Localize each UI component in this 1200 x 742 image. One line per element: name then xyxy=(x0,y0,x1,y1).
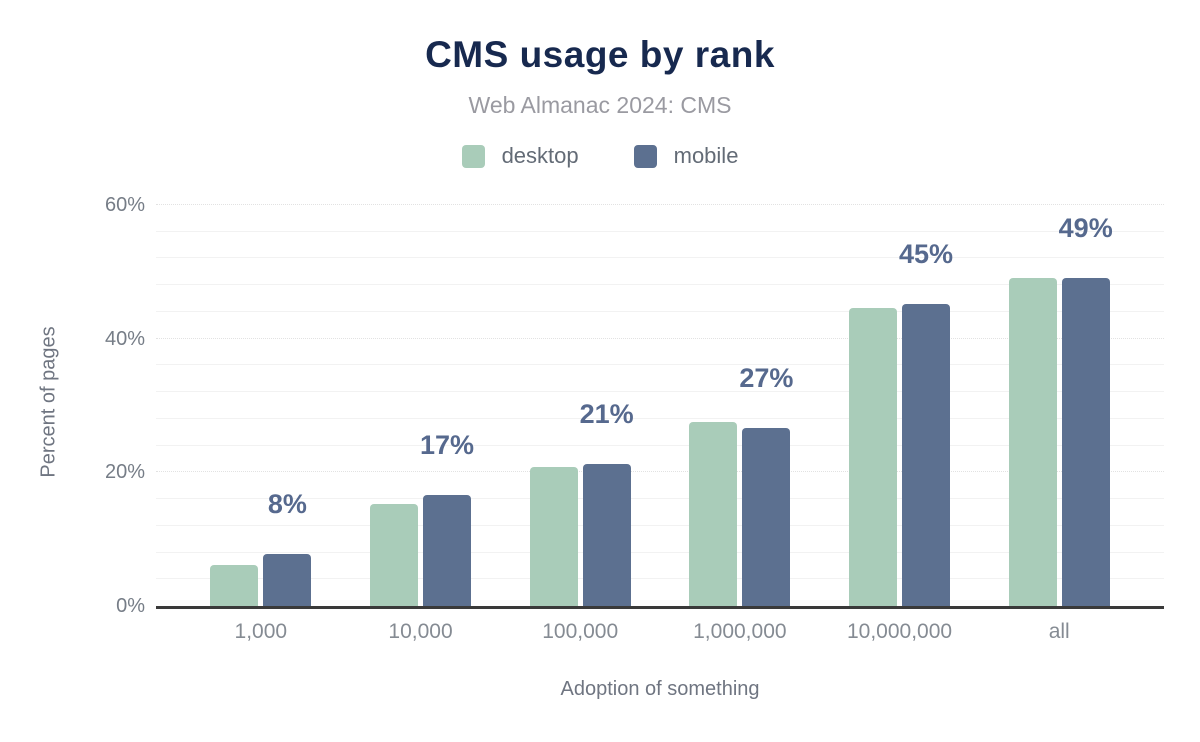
bar-mobile-1,000,000[interactable] xyxy=(742,428,791,606)
gridline-32 xyxy=(156,391,1164,393)
x-tick-1,000,000: 1,000,000 xyxy=(693,620,787,643)
gridline-56 xyxy=(156,230,1164,232)
bar-group-100,000: 21% xyxy=(500,205,660,606)
legend-label-desktop: desktop xyxy=(501,143,579,168)
legend-item-desktop[interactable]: desktop xyxy=(461,143,579,169)
bar-group-1,000: 8% xyxy=(181,205,341,606)
y-tick-60%: 60% xyxy=(104,194,145,216)
bar-group-1,000,000: 27% xyxy=(660,205,820,606)
gridline-16 xyxy=(156,498,1164,500)
bar-group-all: 49% xyxy=(979,205,1139,606)
bar-value-label-all: 49% xyxy=(1058,212,1113,243)
gridline-4 xyxy=(156,578,1164,580)
bar-desktop-10,000[interactable] xyxy=(370,503,418,606)
y-tick-20%: 20% xyxy=(104,461,145,484)
x-tick-all: all xyxy=(1048,620,1070,643)
x-tick-1,000: 1,000 xyxy=(234,620,288,643)
plot-area: 8% 17% 21% 27% 45% 49% xyxy=(156,204,1164,609)
x-axis-line xyxy=(156,606,1164,609)
bar-group-10,000,000: 45% xyxy=(820,205,980,606)
bar-desktop-10,000,000[interactable] xyxy=(849,307,898,606)
gridline-60 xyxy=(156,204,1164,205)
chart-title: CMS usage by rank xyxy=(425,34,775,75)
x-tick-10,000,000: 10,000,000 xyxy=(846,620,953,643)
mobile-swatch-icon xyxy=(633,144,657,168)
bar-mobile-100,000[interactable] xyxy=(582,463,631,606)
y-axis-ticks: 0% 20% 40% 60% xyxy=(55,194,145,617)
gridline-20 xyxy=(156,471,1164,473)
bar-desktop-1,000[interactable] xyxy=(210,565,259,606)
legend: desktop mobile xyxy=(0,143,1200,169)
bar-group-10,000: 17% xyxy=(341,205,501,606)
bar-mobile-1,000[interactable] xyxy=(263,553,312,606)
gridline-24 xyxy=(156,444,1164,446)
y-tick-40%: 40% xyxy=(104,327,145,350)
chart-subtitle: Web Almanac 2024: CMS xyxy=(468,92,732,118)
bar-value-label-100,000: 21% xyxy=(579,398,634,429)
bar-mobile-10,000,000[interactable] xyxy=(902,303,951,606)
bar-desktop-all[interactable] xyxy=(1008,277,1057,606)
bar-mobile-10,000[interactable] xyxy=(423,495,471,606)
gridline-8 xyxy=(156,551,1164,553)
x-tick-100,000: 100,000 xyxy=(542,620,619,643)
x-axis-title: Adoption of something xyxy=(560,678,760,700)
bar-desktop-100,000[interactable] xyxy=(529,467,578,606)
bar-value-label-10,000: 17% xyxy=(419,430,475,461)
x-axis-ticks: 1,000 10,000 100,000 1,000,000 10,000,000 all xyxy=(156,620,1164,644)
y-tick-0%: 0% xyxy=(116,595,145,617)
bars-row: 8% 17% 21% 27% 45% 49% xyxy=(156,205,1164,606)
gridline-52 xyxy=(156,257,1164,259)
x-tick-10,000: 10,000 xyxy=(388,620,453,643)
bar-mobile-all[interactable] xyxy=(1061,277,1110,606)
bar-value-label-1,000: 8% xyxy=(267,488,307,519)
bar-value-label-10,000,000: 45% xyxy=(898,238,954,269)
legend-item-mobile[interactable]: mobile xyxy=(633,143,739,169)
legend-label-mobile: mobile xyxy=(673,143,739,168)
gridline-36 xyxy=(156,364,1164,366)
bar-desktop-1,000,000[interactable] xyxy=(689,422,738,606)
bar-value-label-1,000,000: 27% xyxy=(739,363,794,394)
desktop-swatch-icon xyxy=(461,144,485,168)
gridline-28 xyxy=(156,417,1164,419)
gridline-12 xyxy=(156,524,1164,526)
gridline-44 xyxy=(156,310,1164,312)
gridline-40 xyxy=(156,337,1164,339)
gridline-48 xyxy=(156,284,1164,286)
